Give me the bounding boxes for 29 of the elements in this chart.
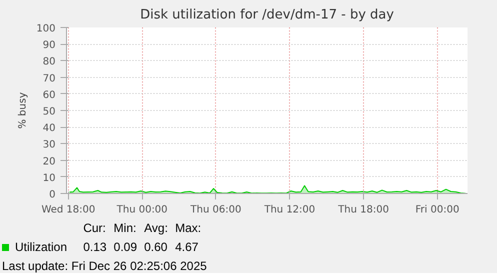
y-tick-label: 80 <box>42 56 56 68</box>
legend-label: Utilization <box>14 239 68 256</box>
y-tick-label: 70 <box>42 73 56 84</box>
y-tick-label: 60 <box>42 90 56 101</box>
y-tick-label: 50 <box>42 106 56 118</box>
y-tick-label: 100 <box>36 24 56 34</box>
y-tick-label: 40 <box>42 123 56 134</box>
text: 4.67 <box>175 239 200 256</box>
y-tick-label: 0 <box>49 190 56 200</box>
text: Last update: Fri Dec 26 02:25:06 2025 <box>2 258 207 275</box>
chart-title: Disk utilization for /dev/dm-17 - by day <box>140 8 394 22</box>
y-tick-label: 20 <box>42 156 56 168</box>
x-tick-label: Thu 06:00 <box>190 204 242 216</box>
x-tick-label: Wed 18:00 <box>41 204 96 216</box>
y-tick-label: 10 <box>42 172 56 184</box>
text: Cur: <box>83 220 107 237</box>
x-tick-label: Thu 18:00 <box>337 204 389 216</box>
y-tick-label: 30 <box>42 140 56 151</box>
y-axis-title: % busy <box>17 92 28 129</box>
text: 0.13 <box>83 239 108 256</box>
x-tick-label: Thu 00:00 <box>116 204 168 216</box>
text: Max: <box>175 220 202 237</box>
x-tick-label: Fri 00:00 <box>415 204 460 216</box>
text: 0.60 <box>144 239 168 256</box>
text: Avg: <box>144 220 169 237</box>
x-tick-label: Thu 12:00 <box>263 204 316 216</box>
text: Min: <box>114 220 138 237</box>
text: 0.09 <box>114 239 138 256</box>
y-tick-label: 90 <box>42 40 56 52</box>
